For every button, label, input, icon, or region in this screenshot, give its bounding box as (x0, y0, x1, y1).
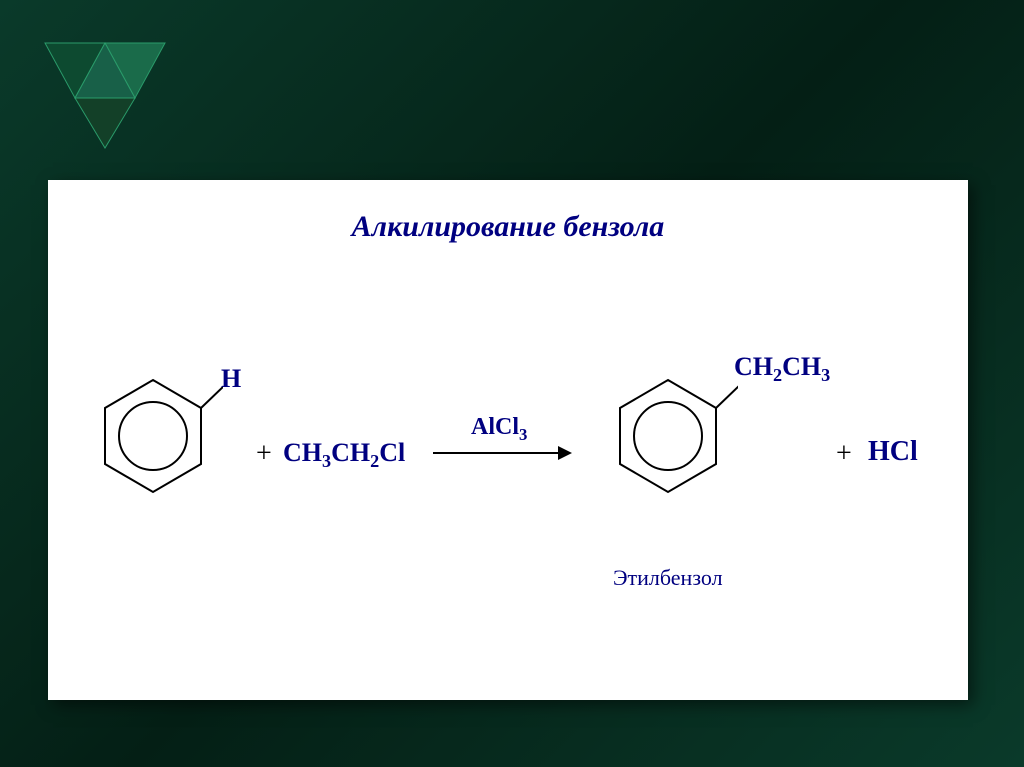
reaction-panel: Алкилирование бензола H + CH3CH2Cl AlCl3 (48, 180, 968, 700)
product-name-label: Этилбензол (613, 565, 723, 591)
reaction-equation: H + CH3CH2Cl AlCl3 CH2CH3 + HCl Этилбенз… (68, 320, 948, 580)
byproduct-hcl: HCl (868, 436, 918, 468)
reactant-benzene: H (83, 350, 223, 530)
plus-2: + (836, 438, 852, 470)
arrow-head (558, 446, 572, 460)
reaction-arrow: AlCl3 (433, 412, 573, 472)
catalyst-label: AlCl3 (471, 414, 527, 445)
product-ethylbenzene: CH2CH3 (598, 350, 738, 530)
plus-1: + (256, 438, 272, 470)
product-substituent: CH2CH3 (734, 352, 830, 386)
reactant-substituent: H (221, 364, 241, 394)
reaction-title: Алкилирование бензола (48, 210, 968, 244)
slide-bullet-icon (30, 28, 180, 158)
alkyl-halide: CH3CH2Cl (283, 438, 405, 472)
arrow-line (433, 452, 563, 454)
